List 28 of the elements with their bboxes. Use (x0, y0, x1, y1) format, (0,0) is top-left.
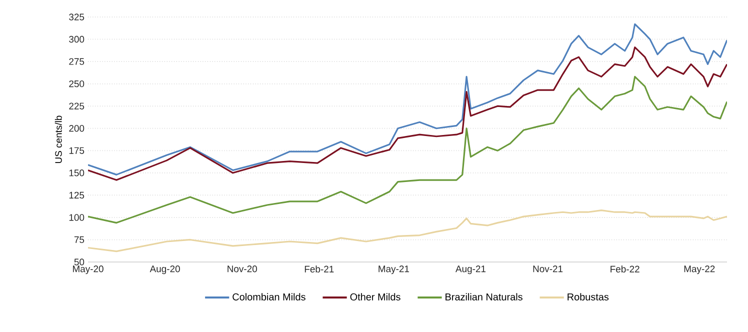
y-tick-label: 150 (69, 170, 84, 176)
x-tick-label: Nov-21 (533, 266, 563, 272)
y-tick-label: 225 (69, 102, 84, 110)
legend-label: Colombian Milds (232, 293, 306, 300)
line-series (88, 46, 728, 181)
y-axis-title: US cents/lb (54, 116, 62, 163)
y-tick-label: 200 (69, 125, 84, 132)
line-series (88, 23, 728, 176)
y-tick-label: 250 (69, 80, 84, 88)
legend-label: Robustas (568, 293, 609, 300)
legend-label: Brazilian Naturals (446, 293, 522, 300)
y-tick-label: 300 (69, 36, 84, 43)
x-tick-label: May-22 (684, 266, 715, 274)
y-tick-label: 275 (69, 58, 84, 65)
x-tick-label: May-21 (378, 266, 409, 274)
y-tick-label: 125 (69, 192, 84, 199)
y-tick-label: 100 (69, 214, 84, 221)
y-tick-label: 325 (69, 14, 84, 20)
x-tick-label: Feb-21 (304, 266, 334, 272)
x-tick-label: Nov-20 (228, 266, 257, 272)
x-tick-label: Aug-20 (150, 266, 180, 274)
legend-label: Other Milds (350, 293, 400, 300)
y-tick-label: 50 (74, 258, 84, 266)
x-tick-label: Aug-21 (455, 266, 486, 274)
y-tick-label: 75 (74, 236, 84, 244)
x-tick-label: May-20 (73, 266, 104, 274)
x-tick-label: Feb-22 (610, 266, 640, 272)
y-tick-label: 175 (69, 147, 84, 154)
